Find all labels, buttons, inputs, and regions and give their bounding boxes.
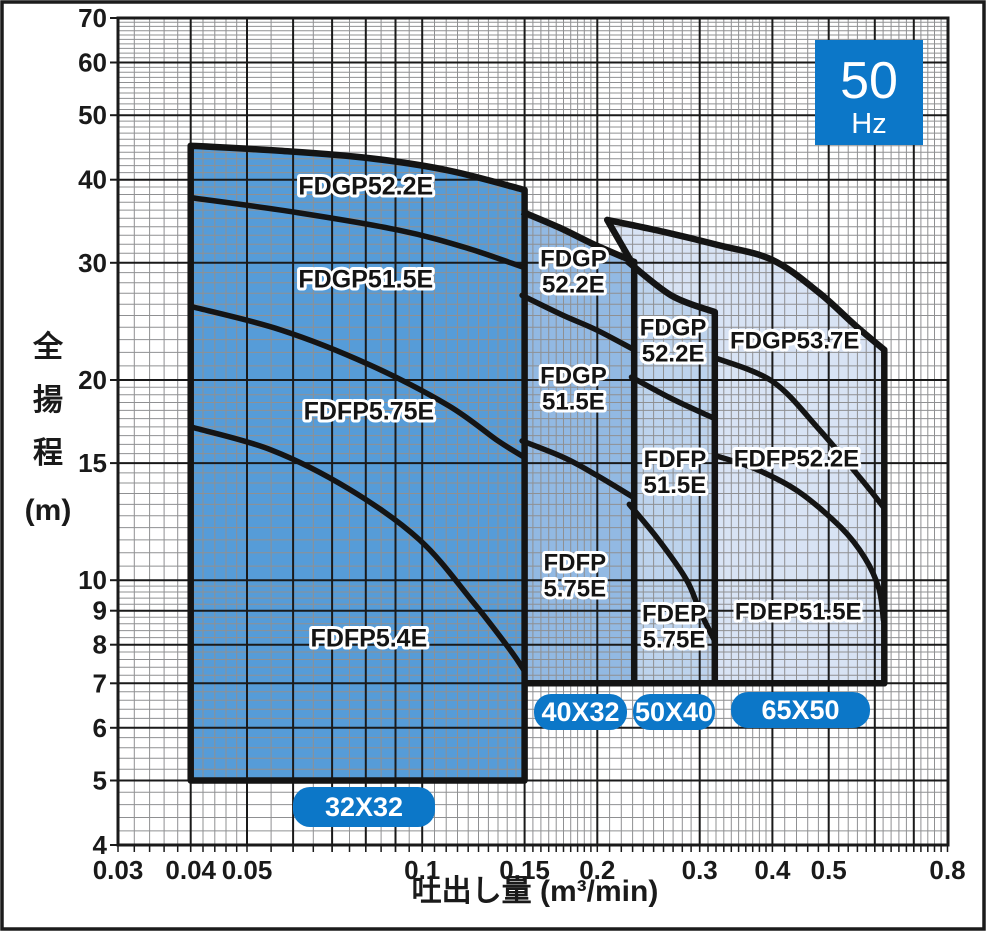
x-tick-0.2: 0.2 — [579, 855, 615, 885]
model-boundary-curve-40X32-1 — [519, 438, 637, 501]
model-boundary-curve-32X32-1 — [187, 303, 528, 461]
y-tick-15: 15 — [78, 448, 107, 478]
frequency-value: 50 — [840, 52, 898, 110]
bore-badge-32X32 — [293, 787, 435, 827]
bore-badge-65X50 — [731, 692, 870, 728]
model-label-65X50-2: FDEP51.5E — [735, 599, 862, 626]
y-axis-title-char-0: 全 — [32, 330, 64, 364]
model-boundary-curve-65X50-1 — [712, 452, 887, 624]
y-tick-40: 40 — [78, 165, 107, 195]
y-tick-5: 5 — [93, 766, 107, 796]
x-tick-0.04: 0.04 — [165, 855, 216, 885]
y-tick-50: 50 — [78, 100, 107, 130]
x-tick-0.3: 0.3 — [682, 855, 718, 885]
x-tick-0.03: 0.03 — [93, 855, 144, 885]
region-outline-32X32 — [187, 142, 528, 784]
axis-titles: 全揚程 (m) 吐出し量 (m³/min) — [25, 330, 659, 908]
model-label-65X50-1: FDFP52.2E — [734, 445, 859, 472]
bore-badge-label-32X32: 32X32 — [325, 792, 403, 822]
x-axis-title: 吐出し量 (m³/min) — [412, 875, 659, 908]
model-boundary-curve-50X40-1 — [626, 501, 718, 644]
bore-badge-label-50X40: 50X40 — [635, 697, 713, 727]
model-label-40X32-0: FDGP 52.2E — [540, 246, 607, 299]
bore-badge-40X32 — [534, 694, 627, 730]
model-label-50X40-0: FDGP 52.2E — [640, 315, 707, 368]
model-label-32X32-3: FDFP5.4E — [311, 625, 428, 653]
axis-tick-labels: 0.03 0.04 0.05 0.1 0.15 0.2 0.3 0.4 0.5 0.8 70 60 50… — [78, 3, 966, 885]
region-fill-50X40 — [627, 260, 715, 684]
model-label-40X32-1: FDGP 51.5E — [540, 362, 607, 415]
x-tick-0.8: 0.8 — [929, 855, 965, 885]
y-tick-30: 30 — [78, 248, 107, 278]
model-label-32X32-1: FDGP51.5E — [298, 266, 433, 294]
bore-badges: 32X32 40X32 50X40 65X50 — [293, 692, 870, 827]
model-labels: FDGP53.7E FDFP52.2E FDEP51.5E FDGP 52.2E FDFP… — [295, 170, 864, 657]
y-tick-70: 70 — [78, 3, 107, 33]
model-boundary-curve-40X32-0 — [519, 292, 637, 353]
model-boundary-curve-65X50-0 — [712, 354, 886, 510]
y-tick-6: 6 — [93, 713, 107, 743]
region-outline-50X40 — [624, 258, 719, 687]
y-tick-9: 9 — [93, 596, 107, 626]
model-label-50X40-2: FDEP 5.75E — [642, 601, 706, 654]
bore-badge-50X40 — [633, 694, 715, 730]
region-curves-50X40 — [624, 258, 719, 687]
model-label-40X32-2: FDFP 5.75E — [543, 550, 606, 603]
region-outline-65X50 — [603, 216, 888, 687]
x-tick-0.15: 0.15 — [499, 855, 550, 885]
model-boundary-curve-50X40-0 — [628, 374, 718, 422]
y-axis-title-char-2: 程 — [33, 437, 63, 470]
model-boundary-curve-32X32-0 — [187, 194, 528, 271]
y-tick-10: 10 — [78, 565, 107, 595]
model-label-32X32-2: FDFP5.75E — [304, 397, 435, 425]
x-tick-0.5: 0.5 — [811, 855, 847, 885]
model-boundary-curve-32X32-2 — [187, 424, 528, 674]
plot-frame — [116, 16, 950, 847]
model-label-32X32-0: FDGP52.2E — [298, 173, 433, 201]
bore-badge-label-65X50: 65X50 — [761, 695, 839, 725]
y-tick-4: 4 — [93, 830, 108, 860]
model-label-65X50-0: FDGP53.7E — [730, 328, 859, 355]
y-axis-title-char-1: 揚 — [33, 384, 63, 417]
y-tick-20: 20 — [78, 365, 107, 395]
region-outline-40X32 — [520, 208, 638, 687]
region-curves-65X50 — [603, 216, 888, 687]
region-fill-40X32 — [522, 211, 635, 684]
y-axis-unit: (m) — [25, 494, 72, 527]
region-curves-40X32 — [519, 208, 638, 687]
x-tick-0.4: 0.4 — [754, 855, 791, 885]
y-tick-7: 7 — [93, 668, 107, 698]
frequency-badge-box — [815, 40, 923, 145]
x-tick-0.05: 0.05 — [222, 855, 273, 885]
model-label-50X40-1: FDFP 51.5E — [644, 446, 707, 499]
x-tick-0.1: 0.1 — [404, 855, 440, 885]
y-tick-8: 8 — [93, 630, 107, 660]
y-tick-60: 60 — [78, 48, 107, 78]
frequency-unit: Hz — [851, 108, 886, 140]
bore-badge-label-40X32: 40X32 — [541, 697, 619, 727]
region-curves-32X32 — [187, 142, 528, 784]
